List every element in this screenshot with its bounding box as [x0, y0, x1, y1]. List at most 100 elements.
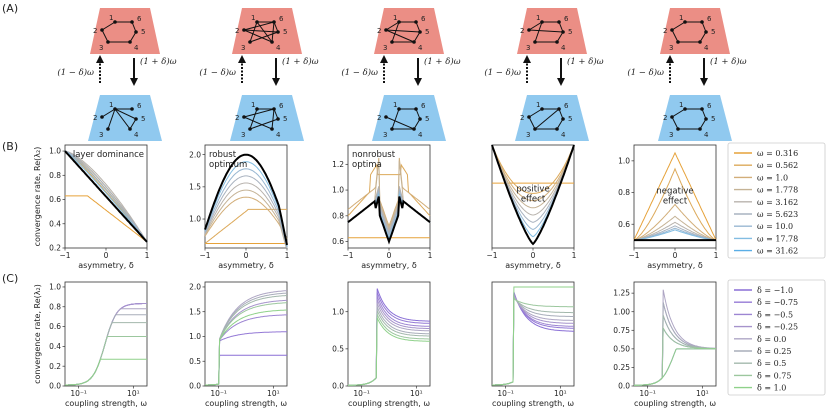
y-tick-label: 1.0 [49, 147, 61, 156]
y-tick-label: 0.2 [49, 244, 61, 253]
delta-series-line [492, 294, 574, 386]
network-edge [271, 108, 275, 130]
network-node [100, 115, 104, 119]
network-node [561, 30, 565, 34]
delta-series-line [205, 354, 287, 386]
network-edge [671, 108, 686, 118]
network-node [130, 20, 134, 24]
delta-series-line [65, 358, 147, 386]
network-edge [101, 21, 116, 31]
y-axis-label: convergence rate, Re(λ₂) [33, 284, 42, 384]
x-tick-label: 10⁻¹ [210, 389, 227, 398]
down-arrow-label: (1 + δ)ω [140, 56, 177, 67]
legend-label: δ = 0.75 [757, 371, 791, 380]
network-node [270, 127, 274, 131]
node-label: 3 [526, 44, 530, 52]
x-tick-label: 1 [285, 251, 290, 260]
legend-label: δ = −0.5 [757, 310, 793, 319]
y-tick-label: 0.0 [49, 382, 61, 391]
node-label: 2 [235, 114, 239, 122]
network-node [270, 40, 274, 44]
delta-series-line [65, 303, 147, 386]
up-arrow-label: (1 − δ)ω [484, 67, 521, 78]
omega-series-line [204, 189, 288, 249]
network-edge [534, 21, 543, 43]
node-label: 3 [383, 131, 387, 139]
network-edge [114, 108, 131, 130]
network-node [412, 40, 416, 44]
network-node [412, 127, 416, 131]
legend-label: ω = 1.778 [757, 186, 798, 195]
network-edge [129, 31, 137, 43]
network-node [698, 127, 702, 131]
legend-label: ω = 1.0 [757, 173, 788, 182]
x-tick-label: 10⁻¹ [353, 389, 370, 398]
delta-series-line [65, 303, 147, 386]
node-label: 2 [663, 27, 667, 35]
x-tick-label: 1 [572, 251, 577, 260]
network-node [242, 28, 246, 32]
network-node [557, 20, 561, 24]
x-tick-label: −1 [199, 251, 210, 260]
delta-series-line [65, 322, 147, 386]
network-node [130, 107, 134, 111]
y-tick-label: 0.5 [189, 357, 201, 366]
node-label: 5 [141, 28, 145, 36]
network-edge [556, 31, 564, 43]
network-node [100, 28, 104, 32]
delta-series-line [65, 303, 147, 386]
panel-annotation: negative [656, 186, 693, 196]
y-tick-label: 0.4 [49, 342, 61, 351]
y-tick-label: 1.25 [613, 289, 630, 298]
down-arrow-head [130, 78, 138, 86]
network-node [555, 40, 559, 44]
down-arrow-head [272, 78, 280, 86]
y-tick-label: 0.5 [332, 344, 344, 353]
network-node [670, 28, 674, 32]
network-edge [699, 118, 707, 130]
network-node [555, 127, 559, 131]
network-node [248, 127, 252, 131]
network-edge [413, 31, 421, 43]
network-node [414, 107, 418, 111]
network-node [676, 127, 680, 131]
y-tick-label: 0.6 [49, 195, 61, 204]
y-tick-label: 1.0 [332, 307, 344, 316]
node-label: 5 [283, 28, 287, 36]
y-tick-label: 0.6 [49, 322, 61, 331]
x-tick-label: 1 [714, 251, 719, 260]
omega-series-line [64, 150, 148, 243]
delta-series-line [205, 314, 288, 386]
x-tick-label: 10¹ [410, 389, 423, 398]
x-tick-label: 10⁻¹ [639, 389, 656, 398]
omega-series-line [204, 168, 288, 248]
network-edge [391, 21, 400, 43]
network-node [414, 20, 418, 24]
panel-annotation: nonrobust [352, 150, 396, 160]
network-edge [101, 108, 116, 118]
network-node [128, 40, 132, 44]
x-tick-label: 10¹ [554, 389, 567, 398]
omega-series-line [64, 150, 148, 243]
node-label: 4 [561, 44, 566, 52]
y-tick-label: 1.2 [332, 160, 344, 169]
network-node [683, 20, 687, 24]
y-tick-label: 1.5 [189, 307, 201, 316]
x-tick-label: 0 [244, 251, 249, 260]
y-tick-label: 1.5 [189, 182, 201, 191]
legend-label: δ = 0.0 [757, 335, 786, 344]
y-tick-label: 0.25 [613, 363, 630, 372]
delta-series-line [492, 291, 574, 386]
delta-series-line [205, 292, 287, 386]
legend-label: δ = −0.25 [757, 323, 798, 332]
legend-label: δ = 0.25 [757, 347, 791, 356]
network-edge [114, 108, 137, 120]
network-edge [671, 29, 679, 43]
chart-panels: 0.2 0.4 0.6 0.8 1.0 −1 0 1 layer dominance asymme… [33, 144, 719, 408]
delta-series-line [65, 336, 147, 386]
network-node [670, 115, 674, 119]
node-label: 4 [134, 131, 139, 139]
node-label: 6 [564, 102, 569, 110]
